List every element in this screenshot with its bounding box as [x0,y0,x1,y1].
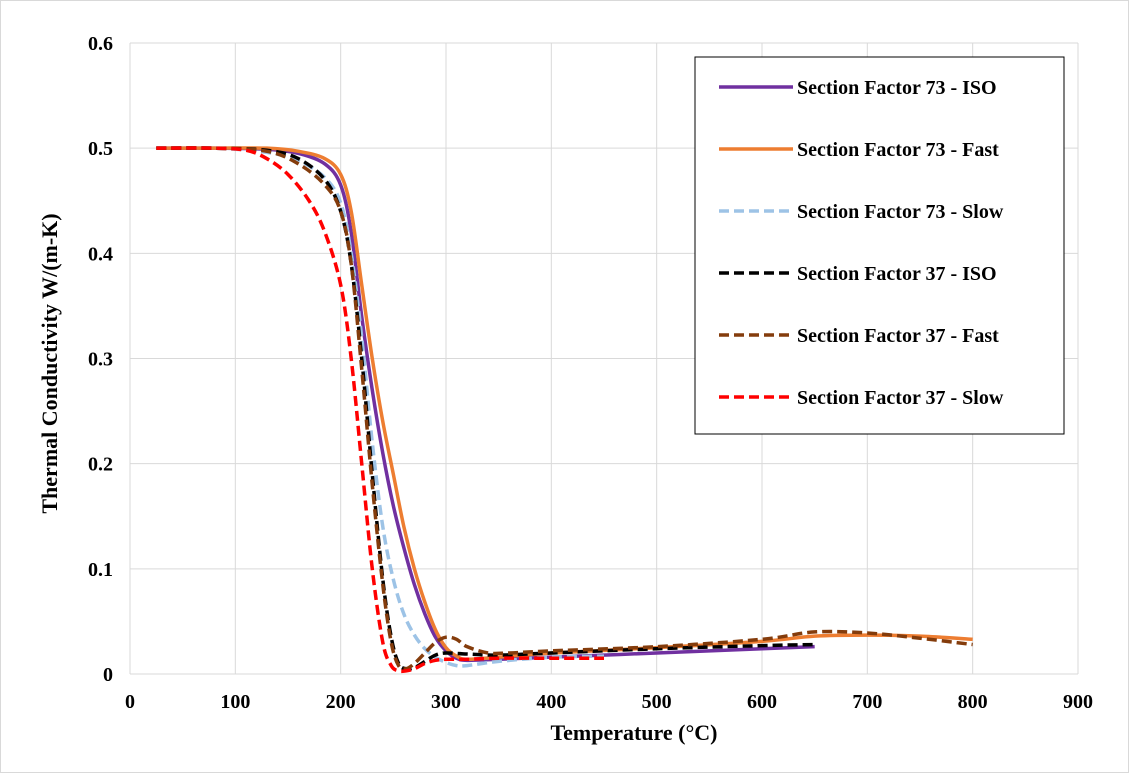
y-tick-label: 0.2 [88,454,113,476]
x-tick-label: 0 [125,691,135,713]
x-tick-label: 300 [431,691,461,713]
legend-label: Section Factor 73 - ISO [797,77,997,99]
legend-label: Section Factor 37 - Fast [797,325,999,347]
series-line-2 [156,146,973,662]
y-tick-label: 0.4 [88,243,113,265]
x-tick-labels: 0 100 200 300 400 500 600 700 800 900 [125,691,1093,713]
x-tick-label: 600 [747,691,777,713]
y-tick-label: 0.1 [88,559,113,581]
x-tick-label: 500 [642,691,672,713]
y-tick-labels: 0 0.1 0.2 0.3 0.4 0.5 0.6 [88,33,113,686]
legend-box [694,56,1065,435]
series-layer [156,146,973,674]
series-line-5 [156,146,973,671]
y-tick-label: 0 [103,664,113,686]
y-tick-label: 0.6 [88,33,113,55]
x-tick-label: 200 [326,691,356,713]
legend-label: Section Factor 37 - Slow [797,387,1004,409]
legend-label: Section Factor 37 - ISO [797,263,997,285]
series-line-6 [156,146,604,674]
x-axis-title: Temperature (°C) [550,720,717,745]
y-axis-title: Thermal Conductivity W/(m-K) [37,213,62,513]
legend-label: Section Factor 73 - Slow [797,201,1004,223]
y-tick-label: 0.5 [88,138,113,160]
x-tick-label: 700 [852,691,882,713]
x-tick-label: 400 [536,691,566,713]
legend: Section Factor 73 - ISO Section Factor 73… [694,56,1065,435]
x-tick-label: 800 [958,691,988,713]
legend-label: Section Factor 73 - Fast [797,139,999,161]
y-tick-label: 0.3 [88,349,113,371]
x-tick-label: 900 [1063,691,1093,713]
x-tick-label: 100 [220,691,250,713]
